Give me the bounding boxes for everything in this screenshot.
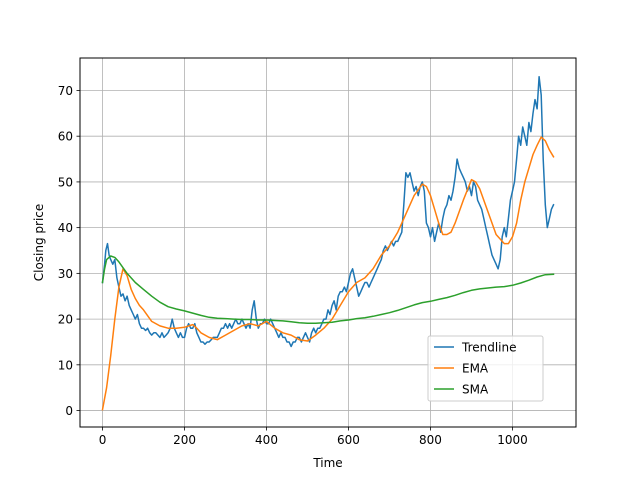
y-tick-label: 70 [58, 84, 73, 98]
x-tick-label: 1000 [497, 433, 528, 447]
y-tick-label: 50 [58, 175, 73, 189]
legend-box [427, 335, 544, 402]
legend: Trendline EMA SMA [427, 335, 544, 402]
x-tick-label: 0 [99, 433, 107, 447]
y-tick-label: 20 [58, 313, 73, 327]
series-line-ema [101, 136, 555, 411]
x-tick-label: 600 [337, 433, 360, 447]
series-line-trendline [101, 75, 555, 348]
x-axis-label: Time [312, 456, 342, 470]
x-tick-label: 800 [419, 433, 442, 447]
legend-label-sma: SMA [462, 383, 489, 397]
legend-label-trendline: Trendline [461, 341, 517, 355]
axis-ticks: 0 200 400 600 800 1000 0 10 20 30 40 50 60 70 [58, 84, 528, 447]
y-tick-label: 60 [58, 130, 73, 144]
grid-lines [80, 58, 576, 427]
y-tick-label: 40 [58, 221, 73, 235]
y-tick-label: 0 [65, 404, 73, 418]
y-tick-label: 30 [58, 267, 73, 281]
x-tick-label: 400 [255, 433, 278, 447]
series-line-sma [101, 255, 555, 324]
axes-frame [79, 57, 577, 428]
legend-label-ema: EMA [462, 362, 489, 376]
y-axis-label: Closing price [32, 204, 46, 282]
x-tick-label: 200 [173, 433, 196, 447]
y-tick-label: 10 [58, 358, 73, 372]
plot-area [101, 75, 555, 411]
